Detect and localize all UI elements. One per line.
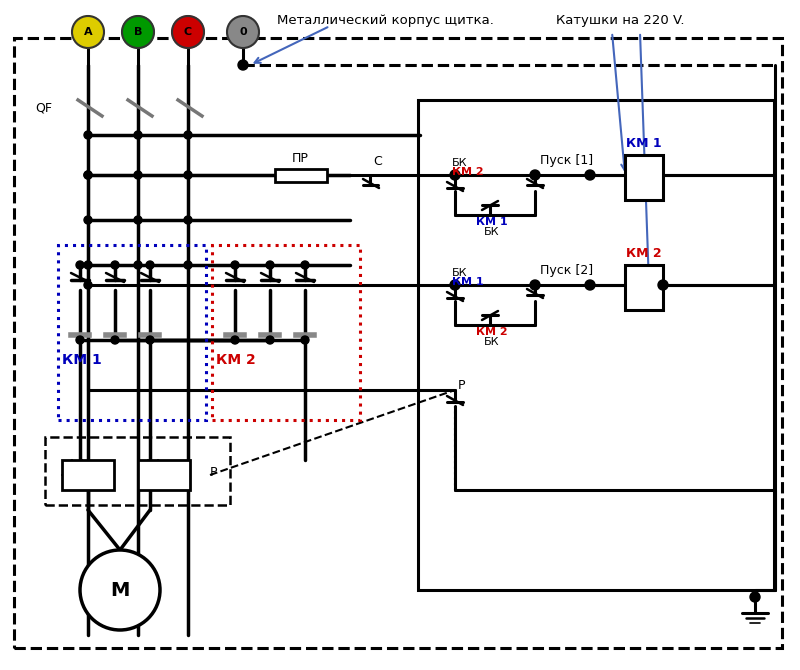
Text: QF: QF — [35, 101, 52, 115]
Text: ПР: ПР — [291, 151, 309, 165]
Bar — [625, 265, 663, 310]
Circle shape — [84, 281, 92, 289]
Text: Пуск [1]: Пуск [1] — [540, 153, 593, 167]
Text: A: A — [84, 27, 92, 37]
Circle shape — [146, 261, 154, 269]
Circle shape — [266, 336, 274, 344]
Circle shape — [450, 280, 460, 290]
Text: Пуск [2]: Пуск [2] — [540, 263, 593, 277]
Bar — [275, 169, 327, 182]
Circle shape — [184, 261, 192, 269]
Circle shape — [238, 60, 248, 70]
Text: КМ 2: КМ 2 — [452, 167, 484, 177]
Bar — [138, 460, 190, 490]
Text: Катушки на 220 V.: Катушки на 220 V. — [556, 13, 684, 27]
Circle shape — [184, 131, 192, 139]
Circle shape — [84, 131, 92, 139]
Circle shape — [72, 16, 104, 48]
Circle shape — [530, 170, 540, 180]
Circle shape — [76, 261, 84, 269]
Circle shape — [80, 550, 160, 630]
Circle shape — [530, 280, 540, 290]
Circle shape — [146, 336, 154, 344]
Circle shape — [172, 16, 204, 48]
Text: КМ 1: КМ 1 — [626, 137, 662, 149]
Circle shape — [450, 170, 460, 180]
Circle shape — [122, 16, 154, 48]
Circle shape — [111, 261, 119, 269]
Circle shape — [585, 170, 595, 180]
Circle shape — [585, 280, 595, 290]
Text: КМ 1: КМ 1 — [452, 277, 484, 287]
Text: B: B — [134, 27, 142, 37]
Text: БК: БК — [452, 268, 467, 278]
Circle shape — [750, 592, 760, 602]
Text: C: C — [374, 155, 382, 168]
Circle shape — [301, 261, 309, 269]
Text: P: P — [210, 466, 218, 478]
FancyBboxPatch shape — [14, 38, 782, 648]
Text: БК: БК — [484, 227, 500, 237]
Circle shape — [184, 171, 192, 179]
Text: Металлический корпус щитка.: Металлический корпус щитка. — [277, 13, 494, 27]
Circle shape — [184, 216, 192, 224]
Circle shape — [76, 336, 84, 344]
Circle shape — [658, 280, 668, 290]
Bar — [62, 460, 114, 490]
Circle shape — [266, 261, 274, 269]
Circle shape — [301, 336, 309, 344]
Circle shape — [84, 171, 92, 179]
Circle shape — [134, 131, 142, 139]
Circle shape — [134, 261, 142, 269]
Text: КМ 1: КМ 1 — [476, 217, 508, 227]
Text: C: C — [184, 27, 192, 37]
Text: КМ 1: КМ 1 — [62, 353, 102, 367]
Circle shape — [134, 216, 142, 224]
Circle shape — [134, 171, 142, 179]
FancyBboxPatch shape — [418, 100, 774, 590]
Text: 0: 0 — [239, 27, 247, 37]
Circle shape — [84, 216, 92, 224]
Text: БК: БК — [452, 158, 467, 168]
Circle shape — [227, 16, 259, 48]
Circle shape — [231, 261, 239, 269]
Text: БК: БК — [484, 337, 500, 347]
Bar — [625, 155, 663, 200]
Circle shape — [111, 336, 119, 344]
Text: КМ 2: КМ 2 — [476, 327, 508, 337]
Circle shape — [231, 336, 239, 344]
Circle shape — [84, 171, 92, 179]
Text: P: P — [458, 379, 466, 391]
Circle shape — [84, 261, 92, 269]
Text: КМ 2: КМ 2 — [626, 247, 662, 259]
Text: M: M — [110, 580, 130, 600]
Text: КМ 2: КМ 2 — [216, 353, 256, 367]
